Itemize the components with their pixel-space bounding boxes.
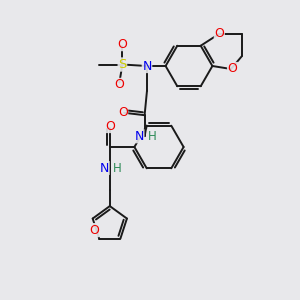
Text: H: H: [112, 161, 122, 175]
Text: S: S: [118, 58, 127, 71]
Text: O: O: [214, 27, 224, 40]
Text: N: N: [142, 59, 152, 73]
Text: H: H: [147, 130, 156, 143]
Text: O: O: [228, 62, 237, 76]
Text: O: O: [118, 38, 127, 51]
Text: N: N: [100, 161, 109, 175]
Text: O: O: [105, 119, 115, 133]
Text: O: O: [118, 106, 128, 119]
Text: N: N: [134, 130, 144, 143]
Text: O: O: [114, 78, 124, 92]
Text: O: O: [89, 224, 99, 237]
